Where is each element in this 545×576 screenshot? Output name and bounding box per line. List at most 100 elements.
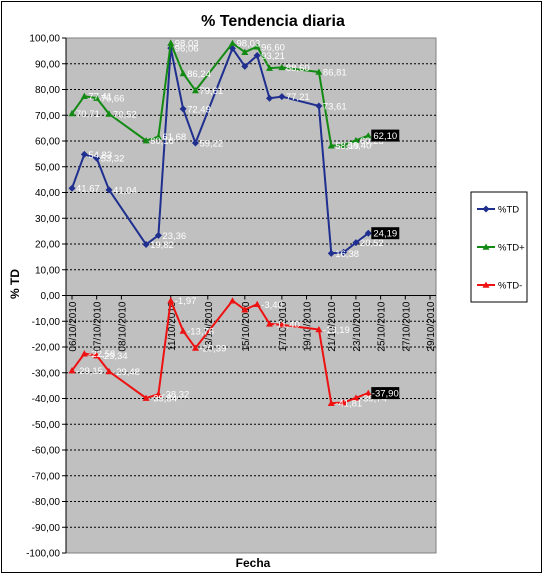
data-label: 76,66: [101, 94, 125, 105]
data-label: -20,39: [199, 344, 226, 355]
data-point: [93, 154, 101, 162]
data-label: 61,68: [162, 132, 186, 143]
data-point: [327, 399, 335, 406]
legend-marker: [482, 243, 490, 250]
data-label: 86,81: [323, 67, 347, 78]
data-point: [142, 240, 150, 248]
data-label: 41,67: [76, 184, 100, 195]
data-point: [364, 132, 372, 139]
data-label: -37,90: [372, 389, 399, 400]
data-point: [278, 93, 286, 101]
data-point: [105, 367, 113, 375]
y-tick-label: -40,00: [32, 394, 61, 405]
y-tick-label: -50,00: [32, 420, 61, 431]
data-point: [352, 136, 360, 144]
data-label: -29,15: [76, 366, 103, 377]
data-label: 62,10: [373, 131, 397, 142]
y-tick-label: 20,00: [35, 240, 60, 251]
y-tick-label: -70,00: [32, 471, 61, 482]
legend-label: %TD+: [498, 243, 525, 254]
y-axis-title: % TD: [8, 269, 22, 299]
data-label: -13,19: [323, 325, 350, 336]
data-label: -1,97: [175, 296, 197, 307]
data-point: [352, 394, 360, 401]
data-label: 19,82: [150, 240, 174, 251]
data-label: 60,16: [150, 136, 174, 147]
data-label: 96,60: [261, 42, 285, 53]
data-label: 58,19: [335, 141, 359, 152]
legend-label: %TD-: [498, 281, 522, 292]
series-1: [68, 39, 372, 149]
data-label: -39,84: [150, 394, 177, 405]
data-label: -38,32: [162, 390, 189, 401]
data-point: [327, 249, 335, 257]
y-tick-label: 10,00: [35, 265, 60, 276]
x-tick-label: 29/10/2010: [426, 301, 437, 351]
data-point: [154, 231, 162, 239]
data-point: [266, 94, 274, 102]
data-point: [179, 105, 187, 113]
data-label: 70,71: [76, 109, 100, 120]
data-point: [142, 394, 150, 401]
data-point: [266, 64, 274, 71]
data-point: [154, 133, 162, 140]
data-label: 72,49: [187, 104, 211, 115]
data-point: [68, 184, 76, 192]
data-label: 59,22: [199, 139, 223, 150]
y-tick-label: -90,00: [32, 523, 61, 534]
x-tick-label: 27/10/2010: [401, 301, 412, 351]
data-point: [364, 389, 372, 396]
data-point: [105, 186, 113, 194]
series-2: [68, 296, 372, 406]
x-tick-label: 13/10/2010: [204, 301, 215, 351]
data-point: [253, 51, 261, 59]
data-point: [80, 92, 88, 99]
y-tick-label: -80,00: [32, 497, 61, 508]
data-point: [364, 229, 372, 237]
data-label: 73,61: [323, 101, 347, 112]
x-tick-label: 15/10/2010: [241, 301, 252, 351]
data-point: [93, 352, 101, 359]
data-label: -3,40: [261, 300, 283, 311]
data-point: [191, 87, 199, 94]
data-point: [278, 63, 286, 71]
y-tick-label: -100,00: [26, 549, 60, 560]
legend-marker: [482, 205, 490, 213]
data-point: [167, 39, 175, 46]
data-label: 88,60: [286, 63, 310, 74]
legend-item: %TD-: [477, 281, 522, 292]
x-axis-title: Fecha: [236, 556, 271, 570]
data-point: [266, 320, 274, 327]
y-tick-label: -10,00: [32, 317, 61, 328]
data-label: 23,36: [162, 231, 186, 242]
data-point: [278, 321, 286, 328]
data-point: [315, 68, 323, 75]
axes: [65, 38, 436, 553]
data-point: [93, 94, 101, 101]
data-label: 53,32: [101, 154, 125, 165]
data-label: 58,40: [348, 141, 372, 152]
data-point: [142, 137, 150, 144]
x-tick-label: 08/10/2010: [117, 301, 128, 351]
y-tick-label: -30,00: [32, 368, 61, 379]
data-point: [241, 48, 249, 55]
data-point: [191, 344, 199, 351]
chart-title: % Tendencia diaria: [201, 13, 345, 30]
data-label: -23,34: [101, 351, 128, 362]
data-point: [253, 300, 261, 308]
data-point: [154, 390, 162, 397]
data-point: [179, 69, 187, 77]
data-label: 77,41: [88, 92, 112, 103]
series-0: [68, 44, 372, 257]
x-tick-label: 06/10/2010: [68, 301, 79, 351]
data-point: [315, 325, 323, 333]
y-tick-label: 50,00: [35, 162, 60, 173]
data-label: 24,19: [373, 229, 397, 240]
data-point: [253, 43, 261, 50]
data-label: 93,21: [261, 51, 285, 62]
data-point: [167, 297, 175, 304]
y-tick-label: 80,00: [35, 85, 60, 96]
